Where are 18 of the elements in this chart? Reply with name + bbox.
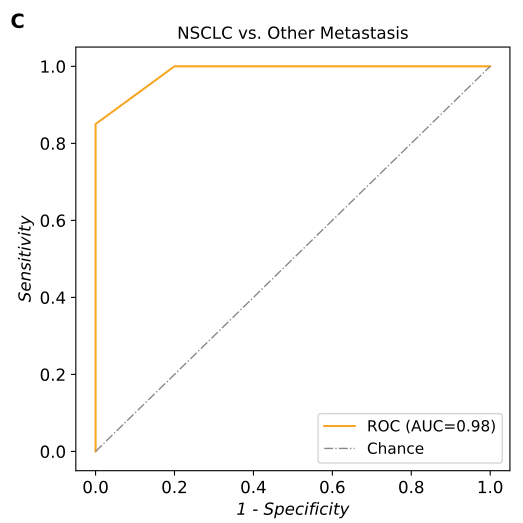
- x-tick-label: 0.8: [399, 480, 424, 494]
- x-tick-label: 1.0: [478, 480, 502, 494]
- x-tick-label: 0.2: [162, 480, 186, 494]
- chart-title: NSCLC vs. Other Metastasis: [178, 26, 408, 39]
- y-axis-title: Sensitivity: [18, 215, 34, 302]
- legend-label: ROC (AUC=0.98): [368, 420, 495, 434]
- y-tick-label: 0.8: [40, 137, 65, 150]
- x-tick-label: 0.0: [83, 480, 108, 494]
- legend-label: Chance: [368, 442, 424, 454]
- y-tick-label: 0.0: [40, 445, 66, 458]
- x-tick-label: 0.6: [320, 480, 345, 494]
- x-tick-label: 0.4: [241, 480, 266, 494]
- text: C: [11, 13, 24, 28]
- y-tick-label: 0.2: [40, 368, 64, 381]
- y-tick-label: 1.0: [41, 60, 66, 73]
- y-tick-label: 0.4: [40, 291, 66, 304]
- x-axis-title: 1 - Specificity: [237, 502, 350, 518]
- y-tick-label: 0.6: [40, 214, 66, 227]
